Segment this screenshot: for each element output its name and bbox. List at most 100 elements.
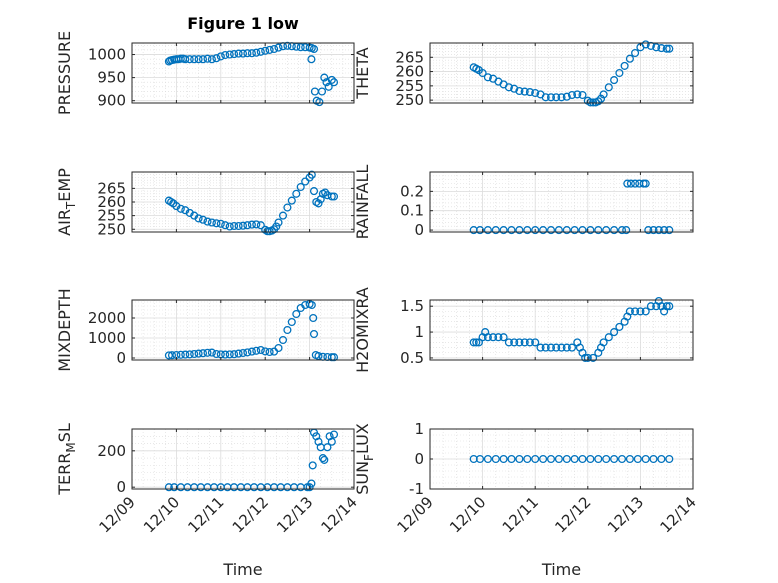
data-point xyxy=(641,454,650,464)
data-point xyxy=(272,222,281,231)
data-point xyxy=(270,44,279,54)
data-point xyxy=(610,226,619,235)
data-point xyxy=(203,217,212,226)
x-tick-label: 12/10 xyxy=(140,493,183,536)
data-point xyxy=(327,75,336,84)
data-point xyxy=(243,221,252,230)
x-tick-label: 12/14 xyxy=(657,493,700,536)
data-point xyxy=(654,226,663,235)
data-point xyxy=(216,219,225,228)
x-tick-label: 12/09 xyxy=(394,493,437,536)
axes-box xyxy=(429,299,694,361)
data-point xyxy=(309,44,319,54)
data-point xyxy=(483,226,492,235)
data-point xyxy=(194,214,203,223)
data-point xyxy=(531,88,540,98)
data-point xyxy=(283,325,292,335)
y-tick-label: 1 xyxy=(414,420,424,438)
axes-box xyxy=(429,42,694,104)
y-tick-label: 265 xyxy=(395,48,424,66)
data-point xyxy=(307,55,316,64)
y-tick-label: 260 xyxy=(395,63,424,81)
data-point xyxy=(499,333,508,342)
data-point xyxy=(329,78,339,87)
data-point xyxy=(525,338,534,347)
data-point xyxy=(625,454,634,464)
data-point xyxy=(278,211,288,220)
y-tick-label: 265 xyxy=(97,179,126,197)
data-point xyxy=(274,43,283,52)
y-axis-label: TERRMSL xyxy=(55,423,78,496)
data-point xyxy=(633,454,642,464)
data-point xyxy=(641,179,650,188)
data-point xyxy=(626,179,635,188)
data-point xyxy=(586,226,595,235)
data-point xyxy=(309,313,318,323)
data-point xyxy=(546,343,556,352)
panel-rainfall: 00.1 0.2 RAINFALL xyxy=(353,165,694,239)
data-point xyxy=(314,199,323,208)
data-point xyxy=(309,187,319,196)
data-point xyxy=(225,350,234,359)
data-point xyxy=(610,76,619,85)
x-axis-label: Time xyxy=(541,560,581,579)
y-tick-label: 0 xyxy=(414,450,424,468)
data-point xyxy=(194,349,203,358)
data-point xyxy=(230,50,239,59)
data-point xyxy=(198,349,208,358)
data-point xyxy=(625,307,634,316)
data-point xyxy=(665,302,674,311)
data-point xyxy=(185,55,194,64)
data-point xyxy=(243,49,252,58)
data-point xyxy=(552,343,561,352)
data-point xyxy=(599,338,608,347)
data-point xyxy=(646,302,655,311)
data-point xyxy=(483,73,492,82)
axes-box xyxy=(131,42,355,104)
data-point xyxy=(515,338,524,347)
y-tick-label: 1000 xyxy=(88,46,126,64)
data-point xyxy=(296,43,305,52)
data-point xyxy=(252,346,261,355)
data-point xyxy=(631,307,640,316)
data-point xyxy=(265,45,274,54)
data-point xyxy=(504,83,513,92)
data-point xyxy=(589,98,598,107)
data-point xyxy=(552,93,561,102)
data-point xyxy=(665,454,674,464)
data-point xyxy=(573,90,582,99)
data-point xyxy=(221,50,230,60)
data-point xyxy=(252,48,261,57)
data-point xyxy=(541,343,550,352)
data-point xyxy=(615,322,624,331)
data-point xyxy=(320,455,329,464)
data-point xyxy=(181,55,190,64)
data-point xyxy=(583,353,592,362)
data-point xyxy=(562,92,571,101)
data-point xyxy=(256,221,265,230)
y-tick-label: 255 xyxy=(97,207,126,225)
data-point xyxy=(472,338,481,347)
data-point xyxy=(617,454,627,464)
data-point xyxy=(314,351,323,361)
data-point xyxy=(474,338,483,347)
data-point xyxy=(283,41,292,50)
data-point xyxy=(164,351,173,360)
data-point xyxy=(531,338,540,347)
data-point xyxy=(604,333,613,342)
data-point xyxy=(176,54,185,63)
y-tick-label: 0 xyxy=(414,221,424,239)
data-point xyxy=(589,353,598,362)
data-point xyxy=(190,55,199,64)
data-point xyxy=(557,343,566,352)
data-point xyxy=(212,349,221,359)
data-point xyxy=(531,454,540,464)
data-point xyxy=(662,302,671,311)
data-point xyxy=(296,182,305,192)
data-point xyxy=(594,226,603,235)
axes-box xyxy=(131,428,355,490)
y-axis-label: THETA xyxy=(353,47,372,99)
y-tick-label: 950 xyxy=(97,69,126,87)
data-point xyxy=(644,226,653,235)
data-point xyxy=(504,338,513,347)
